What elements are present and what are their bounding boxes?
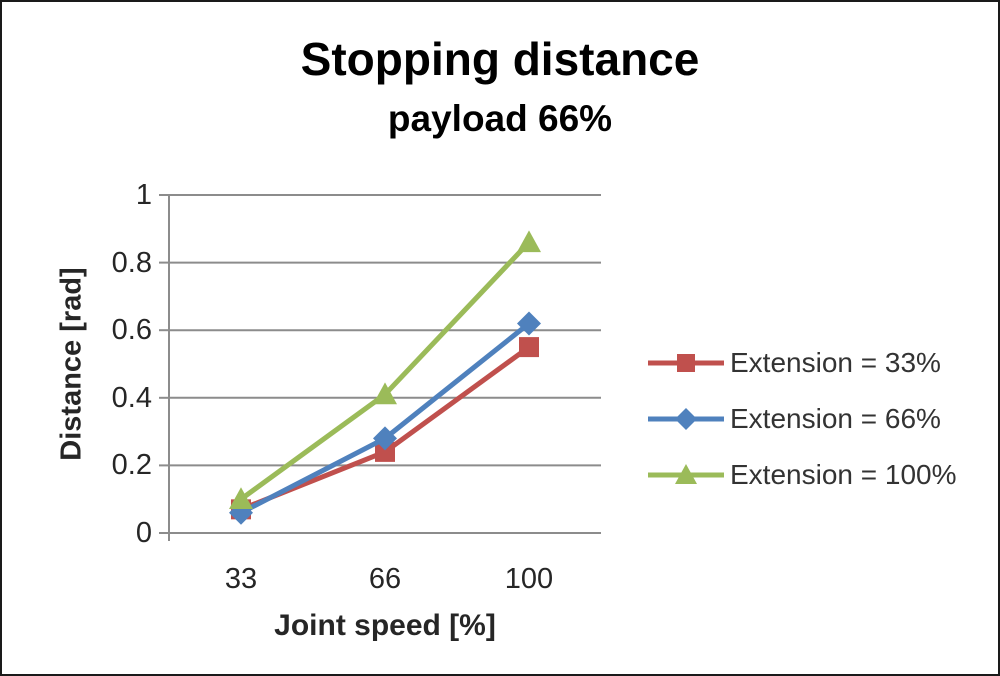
legend-marker-diamond <box>675 408 697 430</box>
legend-triangle-swatch <box>648 464 724 485</box>
x-axis-title: Joint speed [%] <box>274 609 496 642</box>
legend-item-2: Extension = 100% <box>648 458 957 492</box>
x-tick-label-33: 33 <box>224 563 258 595</box>
chart-title: Stopping distance <box>300 33 700 85</box>
legend-marker-square <box>677 354 695 372</box>
x-tick-label-100: 100 <box>504 563 554 595</box>
legend-label-1: Extension = 66% <box>730 403 941 434</box>
chart-subtitle: payload 66% <box>387 98 613 139</box>
y-tick-label-1: 1 <box>135 179 152 211</box>
legend-diamond-swatch <box>648 408 724 430</box>
legend-label-2: Extension = 100% <box>730 459 957 490</box>
y-tick-label-0.4: 0.4 <box>111 381 152 414</box>
y-axis-title: Distance [rad] <box>55 267 88 461</box>
legend-item-0: Extension = 33% <box>648 346 941 380</box>
x-tick-label-66: 66 <box>368 563 402 595</box>
marker-square-s0-p1 <box>375 441 395 462</box>
legend-square-swatch <box>648 354 724 372</box>
marker-triangle-s2-p0 <box>229 487 253 510</box>
y-tick-label-0: 0 <box>135 517 152 549</box>
series-line-1 <box>238 320 532 516</box>
y-tick-label-0.8: 0.8 <box>111 246 152 279</box>
marker-triangle-s2-p2 <box>517 230 541 253</box>
legend-marker-triangle <box>675 464 697 485</box>
y-tick-label-0.2: 0.2 <box>111 449 152 482</box>
marker-triangle-s2-p1 <box>373 382 397 405</box>
legend-item-1: Extension = 66% <box>648 402 941 436</box>
marker-diamond-s1-p1 <box>373 426 397 451</box>
marker-diamond-s1-p2 <box>517 311 541 336</box>
y-tick-label-0.6: 0.6 <box>111 314 152 347</box>
marker-square-s0-p2 <box>519 337 539 358</box>
plot-area <box>159 194 601 541</box>
legend-label-0: Extension = 33% <box>730 347 941 378</box>
